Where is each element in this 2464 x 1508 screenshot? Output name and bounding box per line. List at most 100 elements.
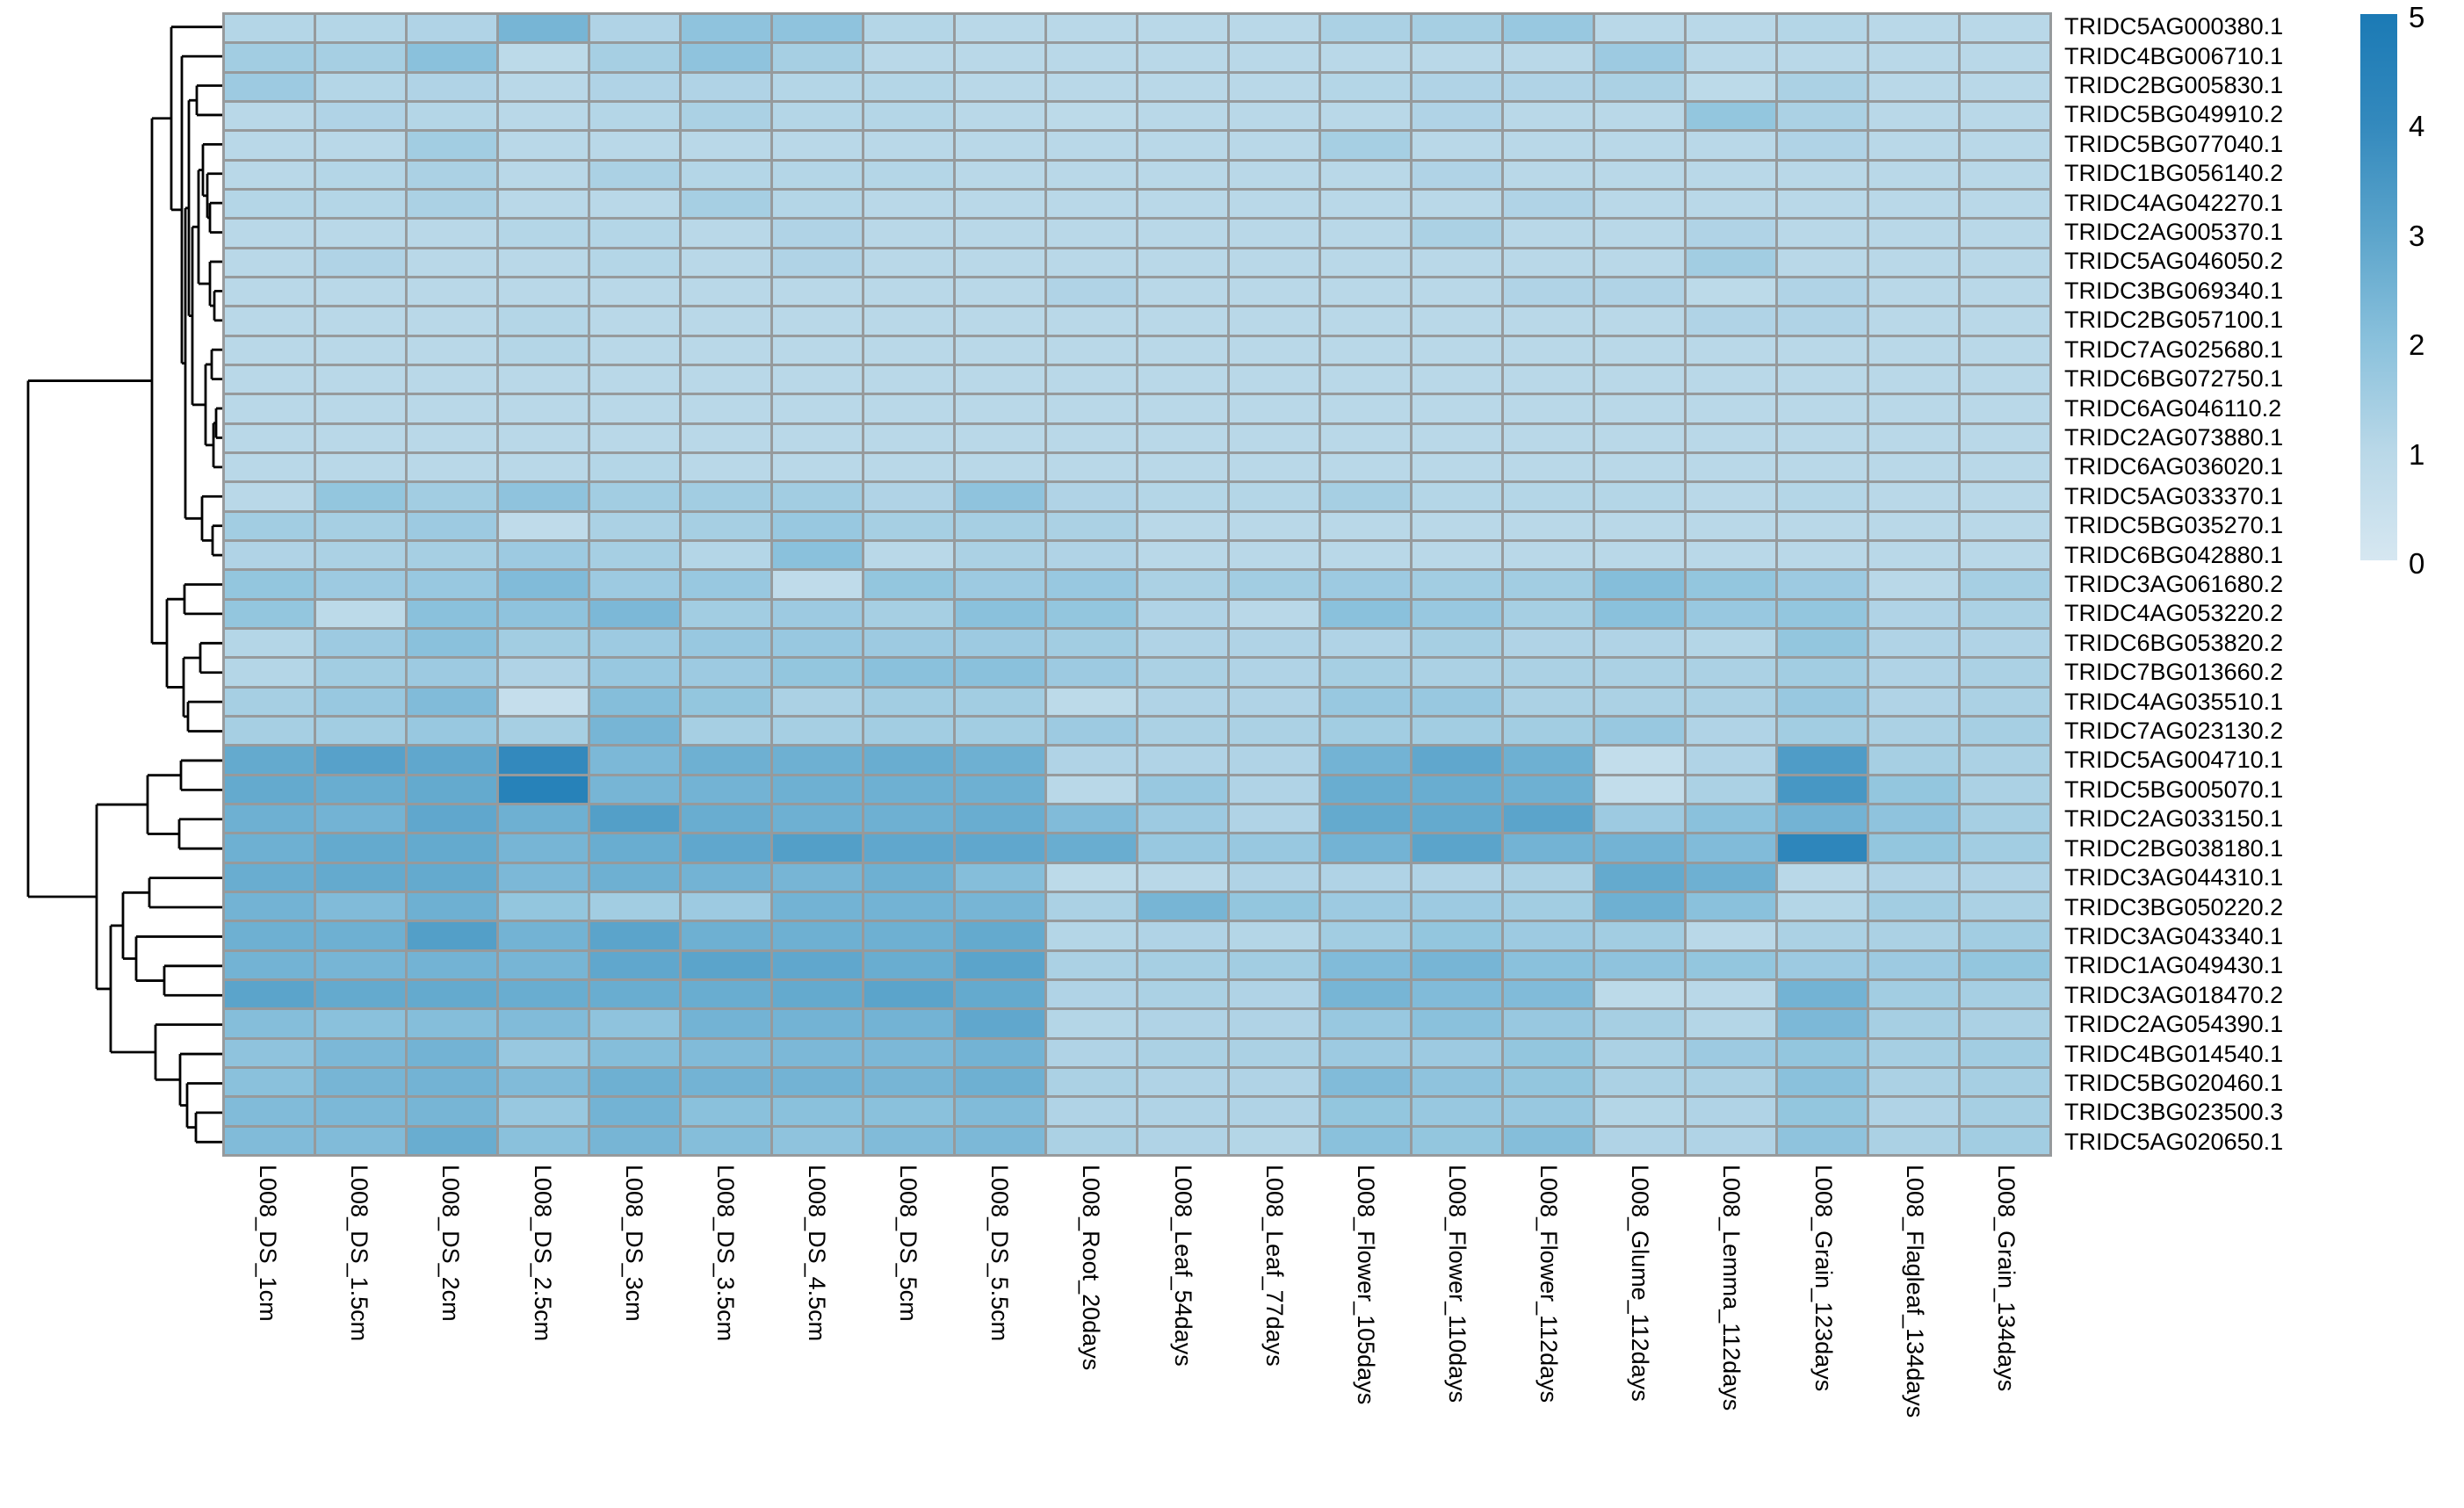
heatmap-cell bbox=[1321, 776, 1410, 803]
heatmap-cell bbox=[1504, 1039, 1593, 1066]
heatmap-cell bbox=[682, 424, 770, 451]
heatmap-cell bbox=[1047, 922, 1136, 949]
heatmap-cell bbox=[316, 249, 405, 276]
heatmap-cell bbox=[773, 73, 862, 100]
column-label: L008_Leaf_54days bbox=[1169, 1165, 1196, 1367]
heatmap-cell bbox=[1230, 73, 1319, 100]
heatmap-cell bbox=[316, 483, 405, 510]
heatmap-cell bbox=[1961, 659, 2049, 686]
heatmap-cell bbox=[682, 336, 770, 364]
heatmap-cell bbox=[499, 1127, 588, 1154]
heatmap-cell bbox=[499, 981, 588, 1008]
heatmap-cell bbox=[773, 600, 862, 627]
heatmap-cell bbox=[1595, 659, 1684, 686]
heatmap-cell bbox=[1321, 103, 1410, 130]
heatmap-cell bbox=[956, 15, 1044, 42]
heatmap-cell bbox=[773, 1098, 862, 1125]
heatmap-cell bbox=[1138, 132, 1227, 159]
heatmap-cell bbox=[956, 1069, 1044, 1096]
row-label: TRIDC2AG033150.1 bbox=[2064, 805, 2284, 833]
heatmap-cell bbox=[1321, 278, 1410, 306]
heatmap-cell bbox=[682, 44, 770, 71]
heatmap-cell bbox=[1869, 951, 1958, 978]
heatmap-cell bbox=[773, 1127, 862, 1154]
heatmap-cell bbox=[225, 981, 314, 1008]
heatmap-cell bbox=[1138, 336, 1227, 364]
heatmap-cell bbox=[1869, 1127, 1958, 1154]
heatmap-cell bbox=[1321, 630, 1410, 657]
heatmap-cell bbox=[225, 1010, 314, 1037]
heatmap-cell bbox=[316, 922, 405, 949]
heatmap-cell bbox=[590, 161, 679, 188]
heatmap-cell bbox=[590, 220, 679, 247]
heatmap-cell bbox=[1687, 718, 1775, 745]
heatmap-cell bbox=[1778, 600, 1867, 627]
heatmap-cell bbox=[682, 512, 770, 539]
heatmap-cell bbox=[590, 191, 679, 218]
heatmap-cell bbox=[1321, 893, 1410, 920]
heatmap-cell bbox=[590, 366, 679, 393]
heatmap-cell bbox=[408, 542, 496, 569]
heatmap-cell bbox=[225, 600, 314, 627]
heatmap-cell bbox=[773, 805, 862, 833]
heatmap-cell bbox=[1138, 805, 1227, 833]
row-label: TRIDC4BG006710.1 bbox=[2064, 42, 2284, 69]
heatmap-cell bbox=[1687, 15, 1775, 42]
heatmap-cell bbox=[956, 395, 1044, 422]
heatmap-cell bbox=[499, 863, 588, 891]
heatmap-cell bbox=[1778, 1098, 1867, 1125]
heatmap-cell bbox=[1230, 542, 1319, 569]
heatmap-cell bbox=[1595, 1127, 1684, 1154]
heatmap-cell bbox=[1778, 454, 1867, 481]
heatmap-cell bbox=[225, 103, 314, 130]
heatmap-cell bbox=[1504, 73, 1593, 100]
heatmap-cell bbox=[225, 366, 314, 393]
heatmap-cell bbox=[682, 834, 770, 862]
heatmap-cell bbox=[499, 395, 588, 422]
heatmap-cell bbox=[499, 454, 588, 481]
heatmap-cell bbox=[1687, 336, 1775, 364]
heatmap-cell bbox=[864, 863, 953, 891]
column-label: L008_Flower_112days bbox=[1535, 1165, 1563, 1403]
heatmap-cell bbox=[1230, 981, 1319, 1008]
heatmap-cell bbox=[1504, 191, 1593, 218]
heatmap-cell bbox=[1504, 571, 1593, 598]
heatmap-cell bbox=[1595, 191, 1684, 218]
heatmap-cell bbox=[1778, 893, 1867, 920]
heatmap-cell bbox=[1047, 336, 1136, 364]
row-label: TRIDC3BG069340.1 bbox=[2064, 277, 2284, 304]
heatmap-cell bbox=[1869, 395, 1958, 422]
column-label: L008_DS_1.5cm bbox=[346, 1165, 373, 1342]
heatmap-cell bbox=[590, 278, 679, 306]
heatmap-cell bbox=[1595, 1010, 1684, 1037]
heatmap-cell bbox=[773, 747, 862, 774]
heatmap-cell bbox=[1047, 307, 1136, 335]
heatmap-cell bbox=[1961, 73, 2049, 100]
heatmap-cell bbox=[864, 44, 953, 71]
heatmap-cell bbox=[1047, 132, 1136, 159]
heatmap-cell bbox=[225, 483, 314, 510]
heatmap-cell bbox=[956, 776, 1044, 803]
heatmap-cell bbox=[956, 366, 1044, 393]
heatmap-cell bbox=[408, 1069, 496, 1096]
heatmap-cell bbox=[1413, 1069, 1501, 1096]
heatmap-cell bbox=[1321, 1127, 1410, 1154]
heatmap-cell bbox=[1961, 863, 2049, 891]
heatmap-cell bbox=[499, 336, 588, 364]
heatmap-cell bbox=[864, 981, 953, 1008]
column-label: L008_Grain_123days bbox=[1810, 1165, 1837, 1392]
heatmap-cell bbox=[1047, 191, 1136, 218]
column-label: L008_Lemma_112days bbox=[1718, 1165, 1745, 1411]
heatmap-cell bbox=[1869, 893, 1958, 920]
heatmap-cell bbox=[1778, 1069, 1867, 1096]
heatmap-cell bbox=[1778, 307, 1867, 335]
column-label: L008_DS_5.5cm bbox=[986, 1165, 1014, 1342]
row-label: TRIDC5AG020650.1 bbox=[2064, 1128, 2284, 1155]
heatmap-cell bbox=[1230, 1098, 1319, 1125]
heatmap-cell bbox=[1778, 512, 1867, 539]
heatmap-cell bbox=[408, 44, 496, 71]
heatmap-cell bbox=[1778, 161, 1867, 188]
heatmap-cell bbox=[1321, 132, 1410, 159]
heatmap-cell bbox=[956, 249, 1044, 276]
heatmap-cell bbox=[1138, 366, 1227, 393]
